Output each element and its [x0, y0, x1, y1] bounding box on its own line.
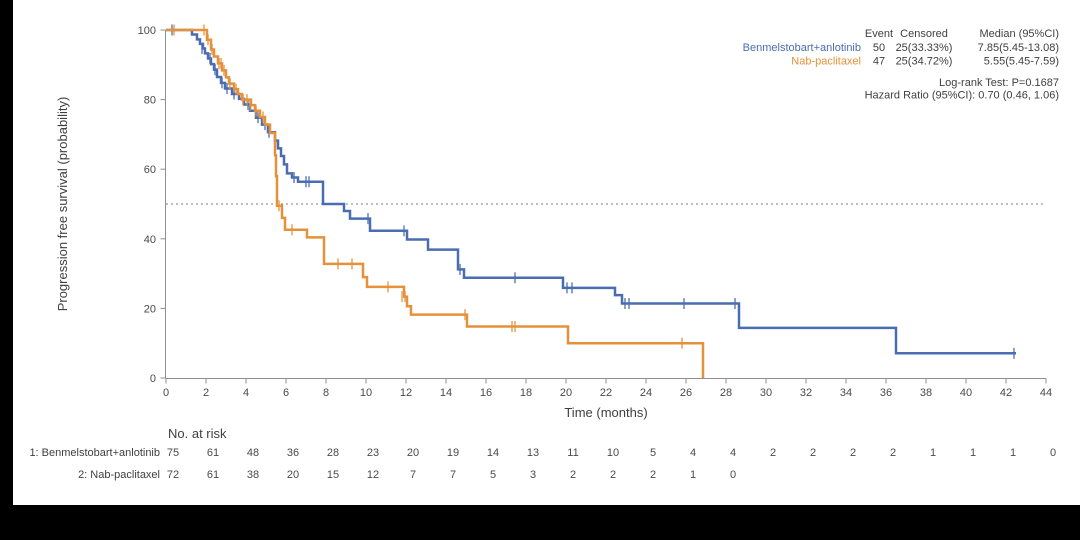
risk-count: 2 — [610, 469, 616, 481]
x-tick-label: 34 — [840, 387, 852, 399]
x-tick-label: 10 — [360, 387, 372, 399]
risk-count: 1 — [970, 447, 976, 459]
x-tick-label: 36 — [880, 387, 892, 399]
risk-count: 2 — [570, 469, 576, 481]
legend-median-value: 5.55(5.45-7.59) — [984, 56, 1059, 68]
risk-table-title: No. at risk — [168, 426, 227, 441]
risk-count: 28 — [327, 447, 339, 459]
risk-count: 2 — [850, 447, 856, 459]
y-axis-title: Progression free survival (probability) — [55, 97, 70, 312]
x-tick-label: 2 — [203, 387, 209, 399]
legend-median-value: 7.85(5.45-13.08) — [978, 42, 1059, 54]
x-axis-title: Time (months) — [564, 405, 647, 420]
risk-row-label: 1: Benmelstobart+anlotinib — [29, 447, 160, 459]
x-tick-label: 28 — [720, 387, 732, 399]
stat-line: Log-rank Test: P=0.1687 — [939, 77, 1059, 89]
risk-count: 23 — [367, 447, 379, 459]
y-tick-label: 0 — [150, 373, 156, 385]
risk-count: 20 — [287, 469, 299, 481]
x-tick-label: 42 — [1000, 387, 1012, 399]
risk-count: 75 — [167, 447, 179, 459]
risk-count: 4 — [730, 447, 736, 459]
x-tick-label: 22 — [600, 387, 612, 399]
x-tick-label: 44 — [1040, 387, 1052, 399]
y-tick-label: 40 — [144, 234, 156, 246]
risk-row-label: 2: Nab-paclitaxel — [78, 469, 160, 481]
x-tick-label: 0 — [163, 387, 169, 399]
x-tick-label: 4 — [243, 387, 249, 399]
risk-count: 5 — [650, 447, 656, 459]
y-tick-label: 100 — [138, 25, 156, 37]
risk-count: 2 — [810, 447, 816, 459]
x-tick-label: 20 — [560, 387, 572, 399]
x-tick-label: 38 — [920, 387, 932, 399]
risk-count: 12 — [367, 469, 379, 481]
risk-count: 11 — [567, 447, 578, 459]
risk-count: 1 — [930, 447, 936, 459]
risk-count: 0 — [730, 469, 736, 481]
risk-count: 61 — [207, 469, 219, 481]
x-tick-label: 12 — [400, 387, 412, 399]
risk-count: 2 — [890, 447, 896, 459]
legend-censored-value: 25(33.33%) — [896, 42, 953, 54]
y-tick-label: 60 — [144, 164, 156, 176]
risk-count: 4 — [690, 447, 696, 459]
risk-count: 61 — [207, 447, 219, 459]
risk-count: 19 — [447, 447, 459, 459]
risk-count: 5 — [490, 469, 496, 481]
km-curve-benmelstobart-anlotinib — [166, 28, 1016, 355]
risk-count: 7 — [450, 469, 456, 481]
risk-count: 15 — [327, 469, 339, 481]
x-tick-label: 40 — [960, 387, 972, 399]
legend-header-event: Event — [865, 28, 893, 40]
km-curve-nab-paclitaxel — [166, 28, 705, 378]
risk-count: 7 — [410, 469, 416, 481]
risk-count: 2 — [770, 447, 776, 459]
legend-series-label: Benmelstobart+anlotinib — [743, 42, 861, 54]
y-tick-label: 20 — [144, 303, 156, 315]
risk-count: 36 — [287, 447, 299, 459]
x-tick-label: 18 — [520, 387, 532, 399]
x-tick-label: 14 — [440, 387, 452, 399]
legend-series-label: Nab-paclitaxel — [791, 56, 861, 68]
risk-count: 48 — [247, 447, 259, 459]
x-tick-label: 24 — [640, 387, 652, 399]
legend-header-median: Median (95%CI) — [980, 28, 1059, 40]
risk-count: 38 — [247, 469, 259, 481]
x-tick-label: 16 — [480, 387, 492, 399]
x-tick-label: 8 — [323, 387, 329, 399]
risk-count: 13 — [527, 447, 539, 459]
legend-header-censored: Censored — [900, 28, 948, 40]
risk-count: 3 — [530, 469, 536, 481]
risk-count: 2 — [650, 469, 656, 481]
risk-count: 14 — [487, 447, 499, 459]
x-tick-label: 6 — [283, 387, 289, 399]
x-tick-label: 26 — [680, 387, 692, 399]
risk-count: 10 — [607, 447, 619, 459]
legend-event-value: 50 — [873, 42, 885, 54]
risk-count: 72 — [167, 469, 179, 481]
x-tick-label: 30 — [760, 387, 772, 399]
x-tick-label: 32 — [800, 387, 812, 399]
y-tick-label: 80 — [144, 95, 156, 107]
stat-line: Hazard Ratio (95%CI): 0.70 (0.46, 1.06) — [865, 90, 1059, 102]
figure-panel: 0 20 40 60 80 100 0 2 4 6 8 10 12 14 16 18 20 22 24 26 28 30 3… — [13, 0, 1080, 505]
risk-count: 1 — [690, 469, 696, 481]
risk-count: 20 — [407, 447, 419, 459]
legend-event-value: 47 — [873, 56, 885, 68]
risk-count: 1 — [1010, 447, 1016, 459]
legend-censored-value: 25(34.72%) — [896, 56, 953, 68]
risk-count: 0 — [1050, 447, 1056, 459]
